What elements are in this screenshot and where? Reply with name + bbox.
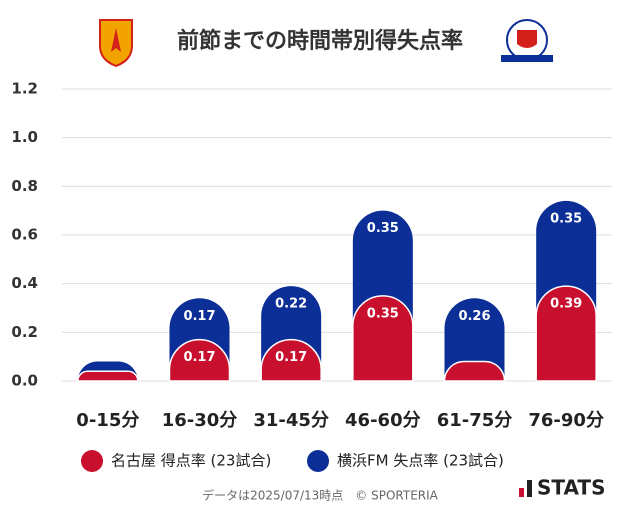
x-tick-label: 31-45分 — [253, 410, 329, 431]
value-label: 0.35 — [550, 211, 582, 226]
y-tick-label: 1.0 — [11, 128, 38, 146]
bar-segment — [260, 338, 322, 382]
x-tick-label: 76-90分 — [528, 410, 604, 431]
y-tick-label: 0.0 — [11, 372, 38, 390]
value-label: 0.22 — [275, 297, 307, 312]
plot: 0.0 0.2 0.4 0.6 0.8 1.0 1.2 0-15分 16-30分 0.17 0.17… — [11, 80, 612, 431]
value-label: 0.17 — [183, 309, 215, 324]
bar-segment — [536, 200, 597, 317]
bar-segment — [77, 370, 139, 382]
value-label: 0.39 — [550, 297, 582, 312]
y-tick-label: 0.4 — [11, 274, 38, 292]
brand-logo: STATS — [519, 476, 605, 500]
bar-segment — [535, 285, 597, 382]
bar-segment — [444, 298, 505, 381]
legend-swatch — [81, 450, 103, 472]
brand: STATS — [537, 476, 605, 500]
home-emblem — [99, 19, 133, 68]
legend: 名古屋 得点率 (23試合) 横浜FM 失点率 (23試合) — [81, 450, 504, 472]
value-label: 0.17 — [183, 350, 215, 365]
value-label: 0.35 — [367, 306, 399, 321]
y-tick-label: 0.6 — [11, 226, 38, 244]
legend-swatch — [307, 450, 329, 472]
x-tick-label: 16-30分 — [162, 410, 238, 431]
away-emblem — [501, 19, 553, 62]
y-tick-label: 0.8 — [11, 177, 38, 195]
bar-segment — [352, 210, 413, 326]
value-label: 0.26 — [458, 309, 490, 324]
x-tick-label: 46-60分 — [345, 410, 421, 431]
y-tick-label: 1.2 — [11, 80, 38, 98]
value-label: 0.17 — [275, 350, 307, 365]
value-label: 0.35 — [367, 221, 399, 236]
x-tick-label: 0-15分 — [76, 410, 139, 431]
x-tick-label: 61-75分 — [437, 410, 513, 431]
bar-segment — [352, 295, 414, 382]
y-tick-label: 0.2 — [11, 323, 38, 341]
legend-label: 名古屋 得点率 (23試合) — [111, 452, 271, 470]
bar-segment — [168, 338, 231, 382]
legend-label: 横浜FM 失点率 (23試合) — [337, 452, 504, 470]
footer-credit: データは2025/07/13時点 © SPORTERIA — [202, 488, 439, 503]
bar-segment — [443, 360, 506, 382]
chart-title: 前節までの時間帯別得失点率 — [177, 28, 463, 54]
